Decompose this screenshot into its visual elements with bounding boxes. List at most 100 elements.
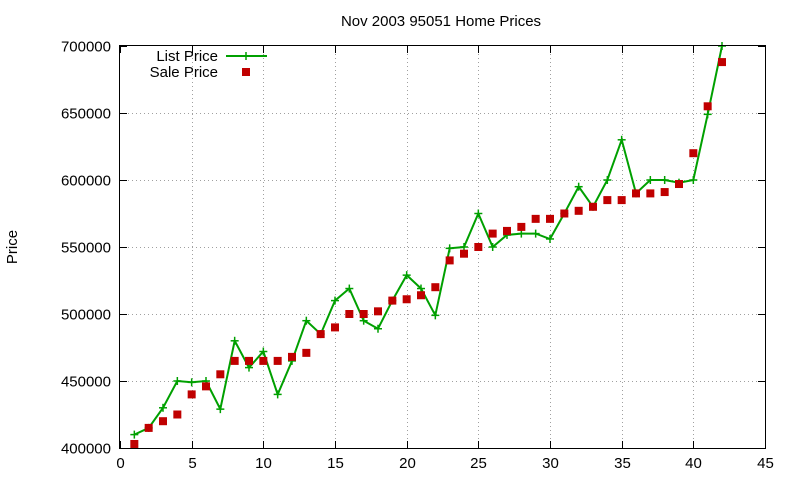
sale-price-point [388, 296, 397, 305]
list-price-point [216, 405, 225, 414]
list-price-point [531, 229, 540, 238]
sale-price-point [718, 58, 726, 67]
sale-price-point [574, 206, 583, 215]
sale-price-point [560, 209, 569, 218]
list-price-point [460, 243, 468, 251]
list-price-point [159, 403, 167, 412]
sale-price-point [675, 180, 683, 189]
y-tick-label: 700000 [61, 39, 111, 56]
list-price-point [374, 324, 382, 333]
x-tick-label: 5 [188, 455, 196, 472]
list-price-point [474, 209, 483, 218]
sale-price-point [359, 310, 368, 318]
list-price-point [517, 229, 526, 238]
y-tick-label: 500000 [61, 307, 111, 324]
sale-price-point [660, 188, 669, 197]
sale-price-point [216, 370, 225, 379]
x-tick-label: 40 [685, 455, 702, 472]
sale-price-point [316, 330, 325, 339]
sale-price-point [230, 356, 239, 365]
sale-price-point [173, 410, 182, 419]
sale-price-point [302, 348, 311, 357]
sale-price-point [589, 202, 597, 211]
series-list-price [130, 42, 726, 439]
list-price-point [302, 316, 311, 325]
sale-price-point [187, 390, 196, 399]
list-price-point [617, 135, 626, 144]
sale-price-point [503, 226, 511, 235]
list-price-point [230, 336, 239, 345]
x-tick-label: 20 [399, 455, 416, 472]
list-price-point [245, 363, 253, 372]
sale-price-point [517, 222, 526, 231]
sale-price-point [259, 356, 268, 365]
sale-price-point [546, 214, 554, 223]
sale-price-point [445, 256, 454, 265]
legend-plus-marker [242, 52, 250, 60]
legend-square-marker [242, 68, 250, 76]
list-price-point [703, 110, 712, 119]
list-price-point [345, 284, 354, 293]
legend-label: Sale Price [150, 64, 218, 81]
sale-price-point [331, 323, 339, 332]
x-tick-label: 0 [116, 455, 124, 472]
sale-price-point [273, 356, 282, 365]
sale-price-point [202, 382, 210, 391]
list-price-point [173, 377, 182, 385]
list-price-point [445, 244, 454, 253]
y-tick-label: 550000 [61, 240, 111, 257]
legend-label: List Price [156, 48, 218, 65]
list-price-point [431, 311, 440, 320]
list-price-point [646, 176, 655, 184]
sale-price-point [159, 417, 167, 426]
list-price-point [402, 271, 411, 280]
list-price-point [259, 347, 268, 356]
sale-price-point [374, 307, 382, 316]
sale-price-point [402, 295, 411, 304]
x-tick-label: 15 [327, 455, 344, 472]
sale-price-point [144, 423, 153, 432]
sale-price-point [431, 283, 440, 292]
series [130, 42, 726, 448]
x-tick-label: 45 [757, 455, 774, 472]
chart-title: Nov 2003 95051 Home Prices [341, 13, 541, 30]
x-tick-label: 35 [614, 455, 631, 472]
plot-frame [119, 45, 766, 449]
list-price-point [603, 176, 612, 184]
list-price-point [417, 284, 425, 293]
sale-price-point [632, 189, 640, 198]
y-axis-label: Price [4, 230, 21, 264]
x-tick-label: 30 [542, 455, 559, 472]
y-tick-label: 400000 [61, 441, 111, 458]
list-price-point [689, 176, 698, 184]
list-price-point [574, 182, 583, 191]
series-sale-price [130, 58, 726, 448]
grid [120, 46, 765, 448]
sale-price-point [488, 229, 497, 238]
list-price-point [660, 176, 669, 184]
list-price-point [331, 296, 339, 305]
list-price-point [546, 234, 554, 243]
sale-price-point [603, 196, 612, 205]
sale-price-point [460, 249, 468, 258]
list-price-point [130, 430, 139, 439]
sale-price-point [130, 439, 139, 448]
y-tick-label: 600000 [61, 173, 111, 190]
list-price-line [133, 45, 723, 436]
sale-price-point [474, 243, 483, 251]
sale-price-point [531, 214, 540, 223]
sale-price-point [617, 196, 626, 205]
x-tick-label: 10 [255, 455, 272, 472]
y-tick-label: 650000 [61, 106, 111, 123]
x-tick-label: 25 [470, 455, 487, 472]
sale-price-point [345, 310, 354, 318]
sale-price-point [245, 356, 253, 365]
sale-price-point [646, 189, 655, 198]
list-price-point [359, 316, 368, 325]
list-price-point [273, 390, 282, 399]
sale-price-point [288, 352, 296, 361]
list-price-point [488, 243, 497, 251]
sale-price-point [417, 291, 425, 300]
